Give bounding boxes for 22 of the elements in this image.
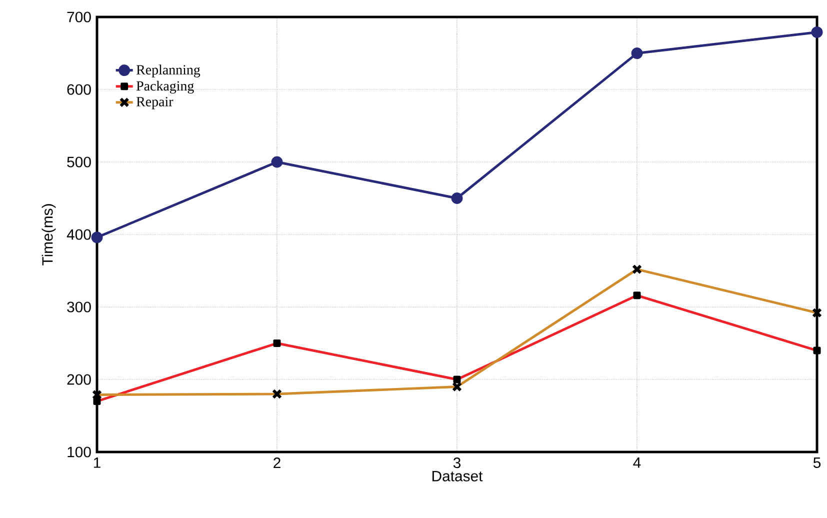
x-axis-title: Dataset xyxy=(432,470,483,482)
y-axis-title: Time(ms) xyxy=(42,204,56,266)
y-tick-label: 300 xyxy=(67,302,91,312)
point xyxy=(451,192,463,204)
legend-label: Replanning xyxy=(136,64,200,78)
y-tick-label: 400 xyxy=(66,229,91,240)
y-tick-label: 200 xyxy=(67,374,91,385)
y-tick-label: 600 xyxy=(67,84,91,95)
point xyxy=(811,26,823,38)
x-tick-label: 2 xyxy=(274,458,280,468)
legend-label: Repair xyxy=(136,97,174,110)
y-tick-label: 500 xyxy=(67,156,91,168)
y-tick-label: 700 xyxy=(67,12,91,22)
x-tick-label: 3 xyxy=(453,458,461,468)
y-tick-label: 100 xyxy=(68,446,91,458)
point xyxy=(631,48,643,59)
point xyxy=(271,156,283,168)
x-tick-label: 1 xyxy=(94,458,100,468)
point xyxy=(91,232,103,244)
legend-label: Packaging xyxy=(136,80,194,94)
x-tick-label: 5 xyxy=(813,458,821,468)
x-tick-label: 4 xyxy=(633,458,641,468)
